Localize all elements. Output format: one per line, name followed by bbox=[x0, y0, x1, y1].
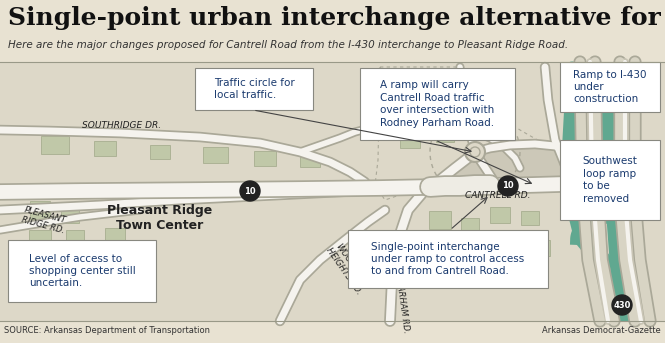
Circle shape bbox=[240, 181, 260, 201]
FancyBboxPatch shape bbox=[560, 62, 660, 112]
Text: Single-point urban interchange alternative for Cantrell Road: Single-point urban interchange alternati… bbox=[8, 6, 665, 30]
Text: Level of access to
shopping center still
uncertain.: Level of access to shopping center still… bbox=[29, 253, 136, 288]
Bar bbox=[300, 154, 320, 167]
Circle shape bbox=[470, 147, 480, 157]
Text: PLEASANT
RIDGE RD.: PLEASANT RIDGE RD. bbox=[20, 205, 68, 235]
Bar bbox=[0, 62, 665, 321]
FancyBboxPatch shape bbox=[360, 68, 515, 140]
Circle shape bbox=[465, 142, 485, 162]
Text: Ramp to I-430
under
construction: Ramp to I-430 under construction bbox=[573, 70, 647, 104]
Bar bbox=[436, 128, 454, 142]
Text: Arkansas Democrat-Gazette: Arkansas Democrat-Gazette bbox=[542, 326, 661, 335]
Bar bbox=[400, 133, 420, 148]
Text: 430: 430 bbox=[613, 300, 630, 309]
Text: SOURCE: Arkansas Department of Transportation: SOURCE: Arkansas Department of Transport… bbox=[4, 326, 210, 335]
Circle shape bbox=[612, 295, 632, 315]
Polygon shape bbox=[430, 146, 575, 188]
Bar bbox=[41, 136, 69, 154]
Text: Southwest
loop ramp
to be
removed: Southwest loop ramp to be removed bbox=[583, 156, 638, 204]
FancyBboxPatch shape bbox=[348, 230, 548, 288]
FancyBboxPatch shape bbox=[560, 140, 660, 220]
Circle shape bbox=[498, 176, 518, 196]
Bar bbox=[461, 218, 479, 233]
Text: CANTRELL RD.: CANTRELL RD. bbox=[465, 191, 531, 200]
Bar bbox=[66, 230, 84, 246]
Polygon shape bbox=[595, 62, 635, 321]
Text: 10: 10 bbox=[244, 187, 256, 196]
Bar bbox=[490, 207, 510, 223]
Bar bbox=[30, 201, 50, 219]
Text: SOUTHRIDGE DR.: SOUTHRIDGE DR. bbox=[82, 121, 161, 130]
Text: Pleasant Ridge
Town Center: Pleasant Ridge Town Center bbox=[107, 204, 213, 232]
Bar bbox=[254, 151, 276, 166]
Bar bbox=[29, 230, 51, 250]
Bar bbox=[105, 228, 125, 242]
Bar bbox=[429, 211, 451, 229]
Text: A ramp will carry
Cantrell Road traffic
over intersection with
Rodney Parham Roa: A ramp will carry Cantrell Road traffic … bbox=[380, 80, 495, 128]
Bar bbox=[94, 141, 116, 156]
Bar bbox=[150, 145, 170, 159]
Bar bbox=[38, 261, 63, 279]
FancyBboxPatch shape bbox=[8, 240, 156, 302]
Bar bbox=[530, 240, 550, 256]
FancyBboxPatch shape bbox=[195, 68, 313, 110]
Bar bbox=[481, 243, 499, 258]
Text: Single-point interchange
under ramp to control access
to and from Cantrell Road.: Single-point interchange under ramp to c… bbox=[371, 241, 525, 276]
Bar bbox=[203, 147, 228, 163]
Text: Here are the major changes proposed for Cantrell Road from the I-430 interchange: Here are the major changes proposed for … bbox=[8, 40, 568, 50]
Bar bbox=[61, 207, 79, 223]
Bar bbox=[80, 261, 100, 276]
Text: WOODLAND
HEIGHTS RD.: WOODLAND HEIGHTS RD. bbox=[325, 240, 372, 296]
Bar bbox=[521, 211, 539, 225]
Text: RODNEY PARHAM RD.: RODNEY PARHAM RD. bbox=[389, 242, 411, 334]
Text: 10: 10 bbox=[502, 181, 514, 190]
Bar bbox=[439, 246, 461, 264]
Text: Traffic circle for
local traffic.: Traffic circle for local traffic. bbox=[213, 78, 295, 100]
